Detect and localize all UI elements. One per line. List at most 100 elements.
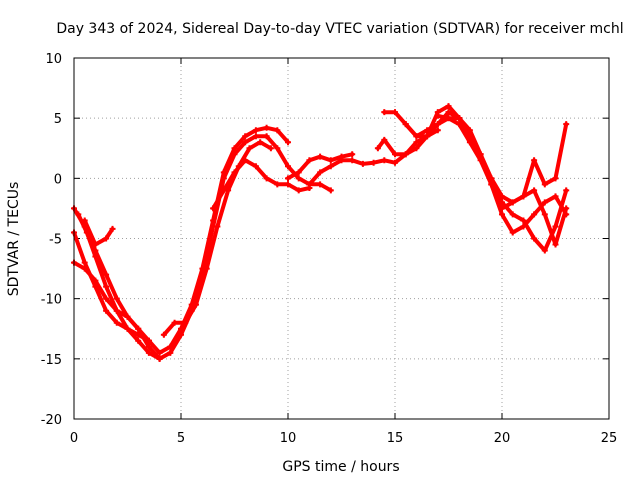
data-point bbox=[257, 139, 264, 146]
data-point bbox=[285, 139, 291, 146]
data-point bbox=[499, 205, 505, 212]
series-line bbox=[72, 134, 333, 361]
data-point bbox=[167, 343, 174, 350]
data-point bbox=[156, 349, 163, 356]
data-point bbox=[92, 241, 99, 248]
data-point bbox=[285, 181, 291, 188]
data-point bbox=[203, 265, 210, 272]
data-point bbox=[466, 139, 473, 146]
data-point bbox=[135, 325, 142, 332]
data-point bbox=[563, 205, 570, 212]
data-point bbox=[113, 307, 120, 314]
series-sat-5 bbox=[81, 217, 116, 248]
data-point bbox=[103, 283, 110, 290]
data-point bbox=[113, 295, 120, 302]
data-point bbox=[210, 205, 217, 212]
data-point bbox=[359, 160, 366, 167]
series-line bbox=[489, 122, 569, 205]
data-point bbox=[231, 169, 238, 176]
data-point bbox=[402, 121, 409, 128]
data-point bbox=[295, 187, 302, 194]
data-point bbox=[252, 163, 259, 170]
data-point bbox=[531, 187, 538, 194]
series-line bbox=[435, 113, 569, 247]
data-point bbox=[242, 139, 249, 146]
series-line bbox=[307, 128, 440, 187]
data-point bbox=[531, 157, 538, 164]
data-point bbox=[246, 145, 253, 152]
data-point bbox=[445, 115, 452, 122]
series-line bbox=[403, 104, 569, 253]
data-point bbox=[81, 259, 88, 266]
series-line bbox=[76, 212, 151, 343]
data-point bbox=[178, 325, 184, 332]
data-point bbox=[274, 181, 281, 188]
data-point bbox=[220, 187, 227, 194]
data-point bbox=[252, 133, 259, 140]
data-point bbox=[531, 235, 538, 242]
data-point bbox=[541, 181, 548, 188]
data-point bbox=[434, 127, 441, 134]
data-point bbox=[103, 271, 110, 278]
data-point bbox=[520, 193, 527, 200]
x-tick-label: 0 bbox=[70, 431, 78, 446]
data-point bbox=[541, 247, 548, 254]
data-point bbox=[370, 159, 377, 166]
series-sat-8 bbox=[285, 151, 356, 182]
x-axis-label: GPS time / hours bbox=[282, 459, 399, 475]
data-point bbox=[509, 199, 516, 206]
data-point bbox=[413, 139, 420, 146]
data-point bbox=[317, 153, 324, 160]
data-point bbox=[552, 193, 559, 200]
data-point bbox=[210, 217, 217, 224]
data-point bbox=[317, 181, 324, 188]
plot-frame bbox=[73, 57, 610, 420]
data-point bbox=[192, 301, 199, 308]
data-point bbox=[285, 163, 291, 170]
y-tick-label: -5 bbox=[49, 233, 62, 248]
data-point bbox=[338, 157, 345, 164]
data-point bbox=[263, 133, 270, 140]
data-point bbox=[103, 295, 110, 302]
data-point bbox=[374, 145, 381, 152]
series-sat-2 bbox=[71, 124, 291, 356]
data-point bbox=[488, 175, 495, 182]
data-point bbox=[317, 169, 324, 176]
data-point bbox=[274, 145, 281, 152]
data-point bbox=[81, 265, 88, 272]
chart-title: Day 343 of 2024, Sidereal Day-to-day VTE… bbox=[56, 21, 623, 37]
data-point bbox=[92, 247, 99, 254]
data-point bbox=[456, 115, 463, 122]
data-point bbox=[520, 217, 527, 224]
tick-layer: 0 5 10 15 20 25 -20 -15 -10 -5 0 5 10 bbox=[41, 52, 618, 446]
series-sat-12 bbox=[402, 103, 570, 254]
data-point bbox=[531, 211, 538, 218]
data-point bbox=[541, 199, 548, 206]
data-point bbox=[541, 211, 548, 218]
data-point bbox=[499, 211, 505, 218]
data-point bbox=[231, 145, 238, 152]
data-point bbox=[381, 109, 388, 116]
data-point bbox=[327, 157, 334, 164]
data-point bbox=[263, 124, 270, 131]
data-point bbox=[563, 187, 570, 194]
data-point bbox=[413, 145, 420, 152]
series-sat-4 bbox=[75, 211, 152, 344]
data-point bbox=[445, 103, 452, 110]
data-point bbox=[434, 112, 441, 119]
data-point bbox=[145, 337, 152, 344]
data-point bbox=[434, 121, 441, 128]
series-sat-14 bbox=[488, 121, 570, 206]
data-point bbox=[392, 109, 398, 116]
data-point bbox=[552, 175, 559, 182]
data-point bbox=[214, 223, 221, 230]
series-line bbox=[211, 158, 312, 211]
data-point bbox=[160, 331, 167, 338]
data-point bbox=[103, 307, 110, 314]
data-point bbox=[242, 157, 249, 164]
data-point bbox=[402, 151, 409, 158]
x-tick-label: 10 bbox=[280, 431, 297, 446]
data-point bbox=[103, 235, 110, 242]
series-sat-3 bbox=[71, 259, 163, 362]
